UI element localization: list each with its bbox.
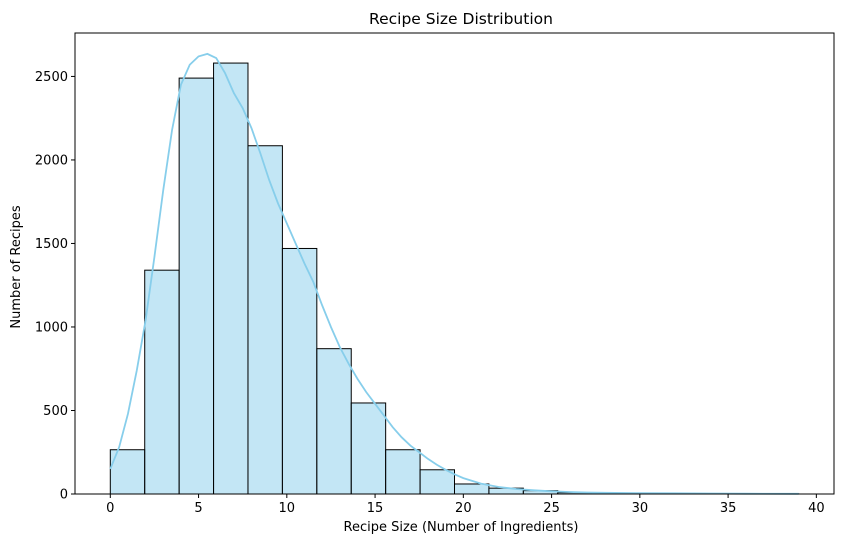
y-tick-label: 1500 [35,237,68,252]
histogram-bar [316,348,352,495]
y-tick-label: 500 [43,404,68,419]
histogram-bar [213,62,249,495]
histogram-bar [281,247,318,495]
histogram-bar [247,145,283,495]
y-axis-ticks: 0 500 1000 1500 2000 2500 [35,70,75,503]
histogram-bar [350,402,387,495]
y-axis-label: Number of Recipes [9,205,24,328]
y-tick-label: 2500 [35,70,68,85]
y-tick-label: 1000 [35,320,68,335]
histogram-bar [144,269,180,495]
chart-title: Recipe Size Distribution [369,10,553,28]
bars-group [109,62,800,495]
x-axis-ticks: 0 5 10 15 20 25 30 35 40 [106,494,825,516]
plot-frame [74,32,835,495]
histogram-bar [178,77,215,495]
x-tick-label: 40 [808,501,825,516]
x-axis-label: Recipe Size (Number of Ingredients) [344,520,579,535]
kde-curve [109,52,799,495]
x-tick-label: 35 [720,501,737,516]
x-tick-label: 10 [279,501,296,516]
x-tick-label: 20 [455,501,472,516]
x-tick-label: 15 [367,501,384,516]
histogram-bar [385,449,421,495]
histogram-bar [454,483,490,495]
x-tick-label: 0 [106,501,114,516]
x-tick-label: 30 [632,501,649,516]
x-tick-label: 5 [194,501,202,516]
x-tick-label: 25 [543,501,560,516]
histogram-bar [419,469,455,495]
y-tick-label: 2000 [35,153,68,168]
y-tick-label: 0 [60,488,68,503]
